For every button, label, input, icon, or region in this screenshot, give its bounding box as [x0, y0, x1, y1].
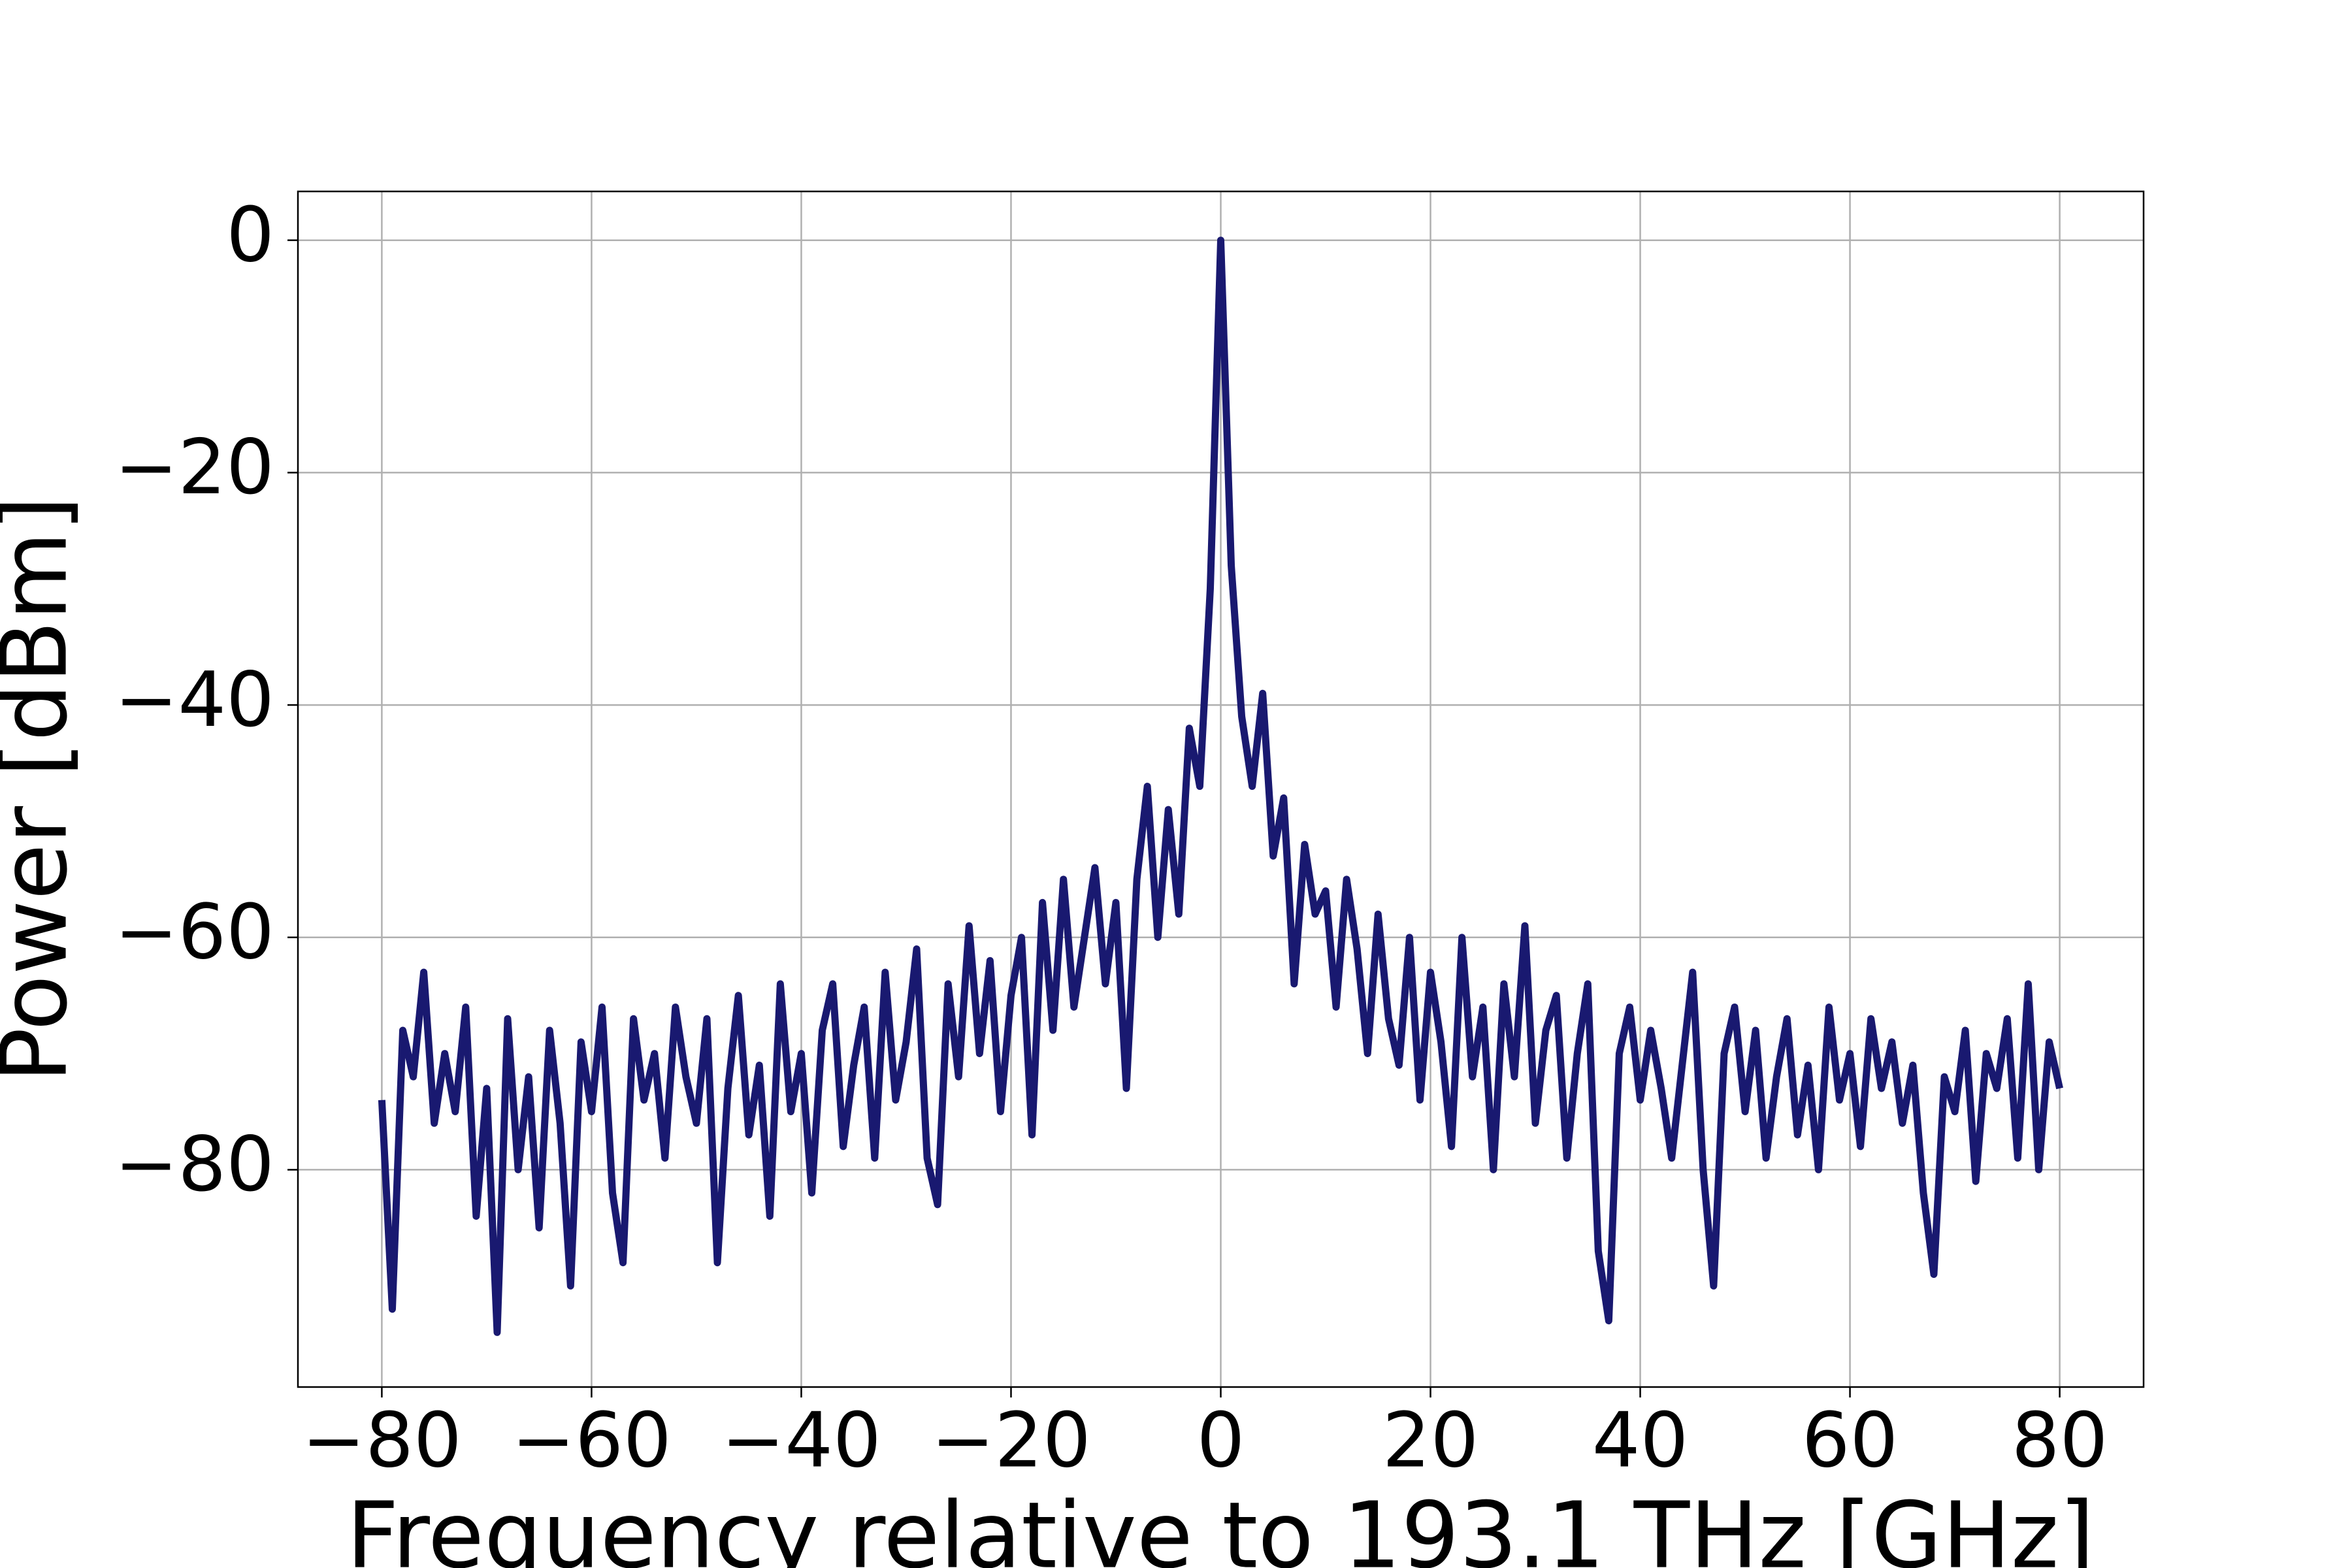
y-tick-label: 0	[226, 191, 274, 279]
x-tick-label: 60	[1802, 1397, 1899, 1485]
plot-frame	[297, 190, 2145, 1388]
x-tick-label: −80	[302, 1397, 462, 1485]
x-tick-label: −40	[721, 1397, 881, 1485]
x-tick-label: 20	[1382, 1397, 1479, 1485]
data-line	[378, 237, 2063, 1336]
x-tick-label: 0	[1197, 1397, 1245, 1485]
x-tick-label: −20	[931, 1397, 1091, 1485]
x-tick-label: 80	[2012, 1397, 2108, 1485]
y-tick-label: −80	[114, 1120, 274, 1209]
x-tick-label: 40	[1592, 1397, 1689, 1485]
y-tick-label: −40	[114, 656, 274, 744]
x-tick-label: −60	[512, 1397, 672, 1485]
y-tick-label: −60	[114, 888, 274, 976]
y-tick-label: −20	[114, 423, 274, 512]
y-axis-label: Power [dBm]	[0, 496, 88, 1083]
x-axis-label: Frequency relative to 193.1 THz [GHz]	[346, 1483, 2095, 1568]
